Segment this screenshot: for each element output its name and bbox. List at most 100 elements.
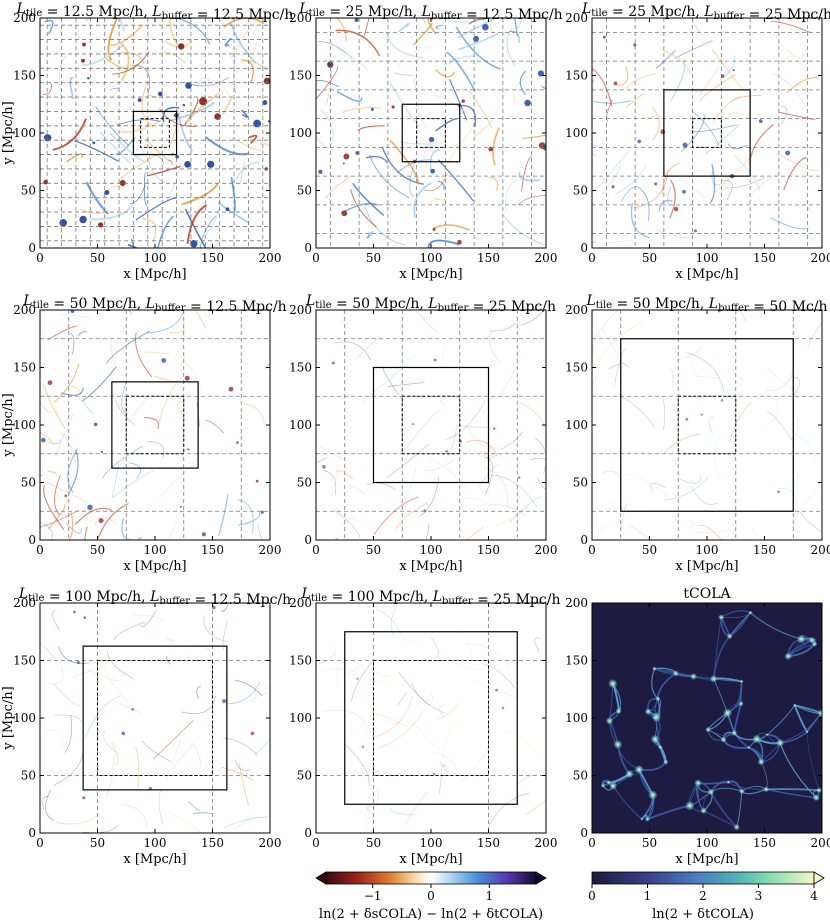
y-tick-label: 200 — [565, 11, 588, 25]
residual-filament — [186, 92, 220, 123]
residual-filament — [146, 310, 184, 334]
y-tick-label: 0 — [304, 241, 312, 255]
residual-filament — [82, 399, 94, 415]
residual-filament — [496, 501, 532, 527]
residual-peak — [83, 616, 87, 619]
residual-filament — [435, 69, 456, 78]
residual-filament — [89, 771, 98, 779]
x-tick-label: 150 — [753, 836, 776, 850]
residual-filament — [454, 664, 478, 670]
residual-filament — [620, 185, 638, 202]
residual-filament — [592, 67, 613, 107]
residual-filament — [664, 476, 709, 501]
residual-filament — [520, 310, 545, 326]
x-tick-label: 200 — [259, 251, 282, 265]
buffer-region-box — [111, 381, 199, 469]
residual-filament — [425, 523, 430, 540]
y-tick-label: 100 — [13, 126, 36, 140]
residual-filament — [341, 106, 381, 114]
halo — [817, 709, 822, 718]
colorbar-tick-label: −1 — [364, 889, 382, 903]
residual-peak — [121, 731, 126, 736]
halo — [731, 729, 738, 737]
halo — [763, 786, 770, 793]
residual-filament — [669, 369, 674, 388]
residual-filament — [135, 746, 139, 790]
residual-filament — [145, 138, 173, 164]
halo — [792, 703, 797, 708]
residual-peak — [184, 161, 192, 168]
residual-peak — [70, 310, 75, 313]
y-tick-label: 150 — [289, 69, 312, 83]
panel-heatmap — [316, 18, 546, 248]
residual-filament — [162, 106, 180, 123]
residual-peak — [720, 399, 724, 402]
residual-filament — [68, 512, 74, 540]
residual-peak — [432, 227, 436, 231]
halo — [685, 800, 695, 811]
x-tick-label: 100 — [144, 543, 167, 557]
central-tile-box — [692, 118, 722, 148]
residual-filament — [135, 197, 178, 221]
residual-filament — [74, 140, 119, 162]
y-tick-label: 50 — [573, 769, 588, 783]
residual-peak — [355, 151, 360, 155]
x-tick-label: 50 — [366, 543, 381, 557]
residual-filament — [82, 824, 119, 833]
residual-peak — [654, 182, 658, 186]
x-tick-label: 100 — [696, 251, 719, 265]
residual-peak — [445, 450, 448, 453]
residual-filament — [427, 239, 460, 248]
residual-filament — [592, 143, 609, 151]
residual-filament — [637, 197, 641, 211]
residual-filament — [593, 100, 632, 104]
residual-filament — [152, 720, 194, 760]
residual-filament — [430, 637, 439, 659]
residual-filament — [66, 153, 83, 163]
residual-filament — [592, 310, 618, 355]
colorbar-tick-label: 0 — [588, 889, 596, 903]
residual-filament — [468, 18, 485, 25]
x-axis-label: x [Mpc/h] — [123, 559, 186, 574]
residual-filament — [40, 431, 55, 446]
halo — [634, 764, 644, 774]
x-tick-label: 100 — [420, 543, 443, 557]
panel-title: Ltile = 50 Mpc/h, Lbuffer = 50 Mc/h — [585, 293, 827, 315]
residual-filament — [166, 637, 175, 642]
residual-filament — [464, 643, 510, 669]
panel-heatmap — [40, 18, 270, 248]
residual-filament — [448, 54, 477, 65]
buffer-region-box — [344, 631, 518, 805]
halo — [644, 816, 650, 822]
residual-filament — [173, 358, 203, 392]
residual-filament — [772, 73, 805, 106]
residual-filament — [335, 644, 340, 689]
residual-filament — [626, 474, 670, 498]
residual-filament — [43, 484, 65, 530]
halo — [739, 679, 744, 684]
residual-peak — [250, 731, 255, 736]
y-tick-label: 0 — [580, 826, 588, 840]
residual-peak — [777, 490, 780, 494]
residual-filament — [235, 759, 251, 771]
residual-filament — [769, 217, 809, 230]
residual-peak — [342, 162, 345, 165]
residual-filament — [235, 680, 263, 696]
residual-filament — [410, 719, 441, 750]
halo — [784, 652, 792, 661]
filament — [793, 704, 808, 733]
residual-filament — [691, 110, 720, 146]
residual-filament — [655, 50, 676, 69]
residual-filament — [103, 666, 131, 703]
residual-filament — [103, 185, 125, 198]
residual-filament — [84, 695, 121, 738]
residual-peak — [81, 58, 85, 63]
residual-filament — [749, 310, 770, 319]
residual-peak — [158, 91, 163, 97]
halo — [655, 696, 661, 702]
residual-filament — [434, 196, 446, 201]
colorbar-extend-max — [535, 871, 547, 885]
residual-filament — [48, 439, 61, 445]
residual-filament — [346, 664, 365, 677]
